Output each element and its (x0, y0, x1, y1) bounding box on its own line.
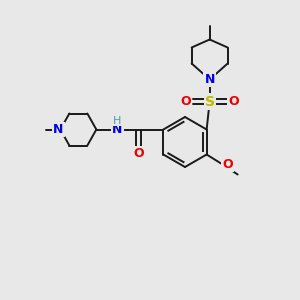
Text: O: O (228, 95, 239, 108)
Text: O: O (222, 158, 233, 171)
Text: H: H (113, 116, 122, 125)
Text: N: N (53, 123, 64, 136)
Text: O: O (133, 147, 144, 160)
Text: S: S (205, 94, 215, 109)
Text: N: N (112, 123, 122, 136)
Text: O: O (180, 95, 191, 108)
Text: N: N (205, 73, 215, 86)
